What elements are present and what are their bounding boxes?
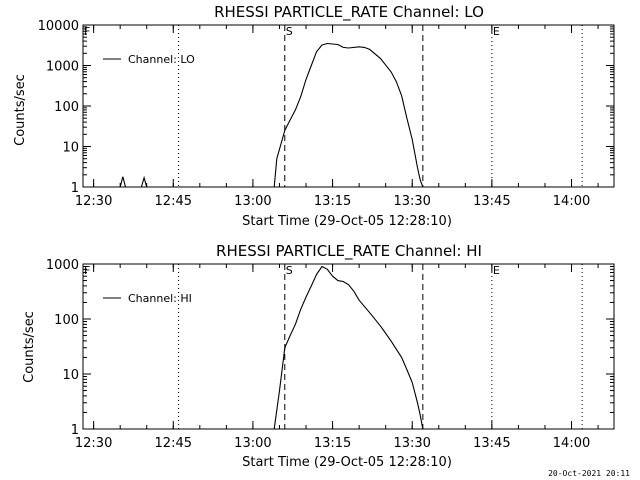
chart-lo-x-tick-label-0: 12:30 bbox=[75, 194, 112, 209]
chart-lo-y-tick-label-2: 100 bbox=[54, 100, 79, 115]
chart-hi-series-line-0 bbox=[273, 265, 424, 430]
chart-lo-curves bbox=[83, 42, 424, 188]
chart-hi-x-tick-label-1: 12:45 bbox=[155, 436, 192, 451]
chart-lo-x-tick-label-3: 13:15 bbox=[314, 194, 351, 209]
chart-hi-x-tick-label-5: 13:45 bbox=[473, 436, 510, 451]
chart-lo-x-tick-label-1: 12:45 bbox=[155, 194, 192, 209]
chart-hi-x-axis: 12:30 12:45 13:00 13:15 13:30 13:45 14:00 bbox=[75, 264, 599, 451]
chart-hi-marker-label-4: E bbox=[493, 264, 500, 277]
chart-lo-x-tick-label-4: 13:30 bbox=[393, 194, 430, 209]
chart-hi-x-tick-label-4: 13:30 bbox=[393, 436, 430, 451]
chart-hi-x-tick-label-0: 12:30 bbox=[75, 436, 112, 451]
chart-hi-x-tick-label-3: 13:15 bbox=[314, 436, 351, 451]
chart-lo-ylabel: Counts/sec bbox=[13, 74, 28, 146]
generation-timestamp: 20-Oct-2021 20:11 bbox=[548, 469, 630, 478]
chart-lo-legend: Channel: LO bbox=[103, 53, 195, 66]
chart-hi-marker-label-2: S bbox=[286, 264, 293, 277]
chart-lo-x-tick-label-5: 13:45 bbox=[473, 194, 510, 209]
chart-hi-y-tick-label-0: 1 bbox=[71, 423, 79, 438]
chart-lo-xlabel: Start Time (29-Oct-05 12:28:10) bbox=[242, 214, 452, 229]
chart-lo-plot-frame bbox=[82, 24, 615, 188]
chart-hi-legend: Channel: HI bbox=[103, 292, 192, 305]
chart-hi-curves bbox=[273, 265, 424, 430]
chart-lo-y-axis: 1 10 100 1000 10000 bbox=[38, 19, 614, 196]
chart-hi-x-tick-label-6: 14:00 bbox=[553, 436, 590, 451]
chart-hi-marker-label-0: F bbox=[84, 264, 90, 277]
chart-hi-xlabel: Start Time (29-Oct-05 12:28:10) bbox=[242, 455, 452, 470]
chart-lo-series-line-0 bbox=[83, 42, 424, 188]
chart-lo-x-axis: 12:30 12:45 13:00 13:15 13:30 13:45 14:00 bbox=[75, 25, 599, 209]
chart-hi-x-tick-label-2: 13:00 bbox=[234, 436, 271, 451]
chart-lo-marker-label-2: S bbox=[286, 25, 293, 38]
chart-hi-y-tick-label-2: 100 bbox=[54, 313, 79, 328]
chart-hi: RHESSI PARTICLE_RATE Channel: HI Counts/… bbox=[22, 242, 615, 470]
chart-hi-legend-label: Channel: HI bbox=[128, 292, 192, 305]
chart-lo-y-tick-label-0: 1 bbox=[71, 181, 79, 196]
chart-hi-title: RHESSI PARTICLE_RATE Channel: HI bbox=[216, 242, 482, 261]
chart-lo-y-tick-label-4: 10000 bbox=[38, 19, 79, 34]
chart-lo: RHESSI PARTICLE_RATE Channel: LO Counts/… bbox=[13, 3, 615, 229]
chart-hi-y-tick-label-1: 10 bbox=[62, 368, 79, 383]
chart-lo-marker-label-4: E bbox=[493, 25, 500, 38]
chart-lo-y-tick-label-1: 10 bbox=[62, 141, 79, 156]
chart-lo-marker-label-0: F bbox=[84, 25, 90, 38]
chart-hi-ylabel: Counts/sec bbox=[22, 311, 37, 383]
chart-lo-x-tick-label-2: 13:00 bbox=[234, 194, 271, 209]
chart-lo-title: RHESSI PARTICLE_RATE Channel: LO bbox=[214, 3, 484, 22]
chart-lo-legend-label: Channel: LO bbox=[128, 53, 195, 66]
chart-hi-y-tick-label-3: 1000 bbox=[46, 258, 79, 273]
chart-hi-y-axis: 1 10 100 1000 bbox=[46, 258, 614, 438]
chart-lo-y-tick-label-3: 1000 bbox=[46, 60, 79, 75]
chart-lo-x-tick-label-6: 14:00 bbox=[553, 194, 590, 209]
chart-hi-plot-frame bbox=[82, 263, 615, 430]
